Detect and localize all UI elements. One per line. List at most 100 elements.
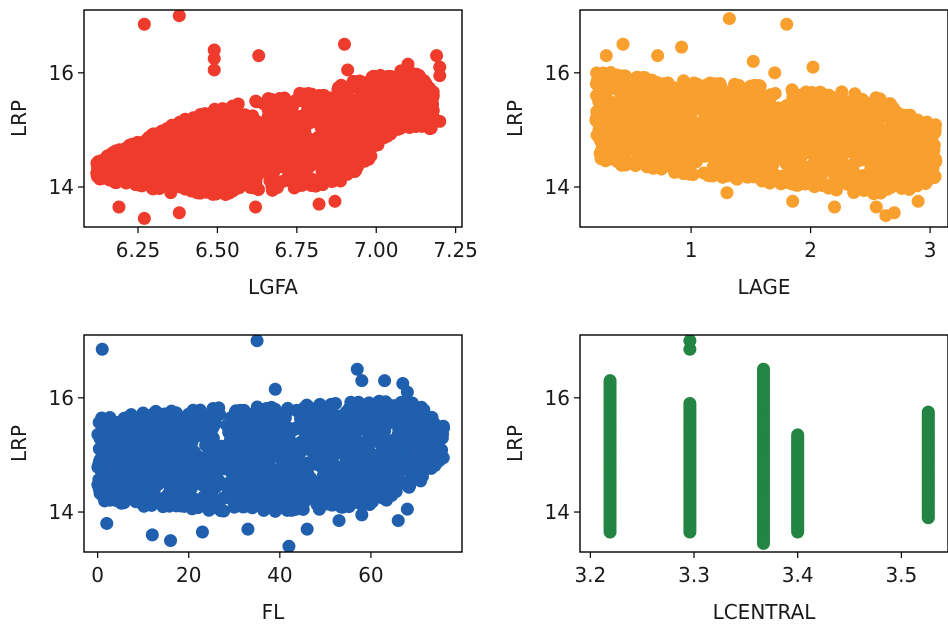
lgfa-data-point (318, 124, 332, 138)
lage-data-point (701, 169, 715, 183)
fl-data-point (285, 503, 299, 517)
lgfa-data-point (218, 132, 232, 146)
lgfa-y-tick-label: 14 (49, 175, 74, 199)
lage-data-point (787, 147, 801, 161)
lcentral-data-point (921, 405, 935, 419)
lage-data-point (921, 173, 935, 187)
lgfa-x-ticks: 6.25 6.50 6.75 7.00 7.25 (116, 227, 478, 262)
fl-y-tick-label: 14 (49, 500, 74, 524)
lage-data-point (628, 155, 642, 168)
fl-data-point (201, 439, 215, 453)
fl-data-point (287, 484, 301, 498)
lcentral-data-point (603, 374, 617, 388)
lage-data-point (635, 113, 649, 127)
lcentral-data-point (791, 428, 805, 442)
lage-data-point (638, 94, 652, 108)
fl-data-point (344, 395, 358, 409)
lgfa-data-point (169, 139, 183, 153)
lage-data-point (872, 96, 886, 110)
lage-data-point (649, 99, 663, 113)
fl-data-point (389, 414, 403, 428)
lcentral-x-tick-label: 3.2 (574, 563, 606, 587)
lage-data-point (708, 90, 722, 104)
lgfa-x-tick-label: 7.00 (354, 238, 399, 262)
fl-outlier-point (300, 522, 314, 536)
lgfa-data-point (201, 118, 215, 132)
fl-data-point (114, 449, 128, 463)
lgfa-x-tick-label: 6.25 (116, 238, 161, 262)
lgfa-data-point (249, 94, 263, 108)
lgfa-data-point (111, 160, 125, 174)
fl-outlier-point (100, 516, 114, 530)
lage-data-point (850, 154, 864, 168)
lgfa-outlier-point (137, 17, 151, 31)
lgfa-data-point (277, 109, 291, 123)
lgfa-outlier-point (252, 49, 266, 63)
fl-x-ticks: 0 20 40 60 (91, 552, 384, 587)
fl-data-point (426, 424, 440, 438)
lgfa-x-tick-label: 6.50 (195, 238, 240, 262)
lage-data-point (788, 114, 802, 128)
lgfa-data-point (417, 74, 431, 88)
fl-data-point (305, 454, 319, 468)
fl-data-point (231, 454, 245, 468)
fl-data-point (334, 431, 348, 445)
fl-data-point (354, 497, 368, 511)
lage-data-point (595, 117, 609, 131)
fl-data-point (432, 446, 446, 460)
fl-outlier-point (241, 522, 255, 536)
lage-data-point (929, 154, 943, 168)
lgfa-data-point (369, 91, 383, 105)
lgfa-data-point (130, 174, 144, 188)
lcentral-outlier-point (683, 342, 697, 356)
lage-data-point (816, 179, 830, 193)
lage-outlier-point (746, 54, 760, 68)
lage-data-point (627, 106, 641, 120)
lage-outlier-point (827, 200, 841, 214)
fl-data-point (252, 442, 266, 456)
fl-data-point (103, 421, 117, 435)
lage-data-point (654, 122, 668, 136)
lgfa-data-point (359, 97, 373, 111)
fl-outlier-point (391, 514, 405, 528)
lage-data-point (720, 103, 734, 117)
lgfa-outlier-point (172, 10, 186, 23)
fl-data-point (319, 497, 333, 511)
fl-data-point (299, 489, 313, 503)
lgfa-data-point (193, 186, 207, 200)
lcentral-x-axis-label: LCENTRAL (713, 600, 817, 624)
fl-data-point (131, 432, 145, 446)
lgfa-outlier-point (207, 52, 221, 66)
fl-data-point (351, 421, 365, 435)
fl-data-point (318, 455, 332, 469)
lage-outlier-point (675, 40, 689, 54)
lage-data-point (755, 95, 769, 109)
lgfa-outlier-point (249, 200, 263, 214)
lage-data-point (869, 160, 883, 174)
fl-data-point (328, 411, 342, 425)
fl-data-point (164, 459, 178, 473)
lage-data-point (645, 82, 659, 96)
lage-data-point (733, 88, 747, 102)
lgfa-data-point (191, 128, 205, 142)
lage-data-point (731, 107, 745, 121)
lage-outlier-point (780, 17, 794, 31)
fl-data-point (268, 504, 282, 518)
fl-outlier-point (400, 502, 414, 516)
lage-data-point (902, 120, 916, 134)
fl-data-point (113, 431, 127, 445)
lgfa-data-point (270, 147, 284, 161)
lgfa-outlier-point (172, 206, 186, 220)
lgfa-data-point (308, 157, 322, 171)
lage-data-point (613, 121, 627, 135)
lage-data-point (839, 120, 853, 134)
lgfa-data-point (309, 145, 323, 159)
lage-data-point (717, 146, 731, 160)
fl-data-point (246, 497, 260, 511)
fl-outlier-point (164, 534, 178, 548)
fl-data-point (288, 449, 302, 463)
lgfa-data-point (162, 127, 176, 141)
fl-outlier-point (268, 382, 282, 396)
lage-data-point (884, 161, 898, 175)
